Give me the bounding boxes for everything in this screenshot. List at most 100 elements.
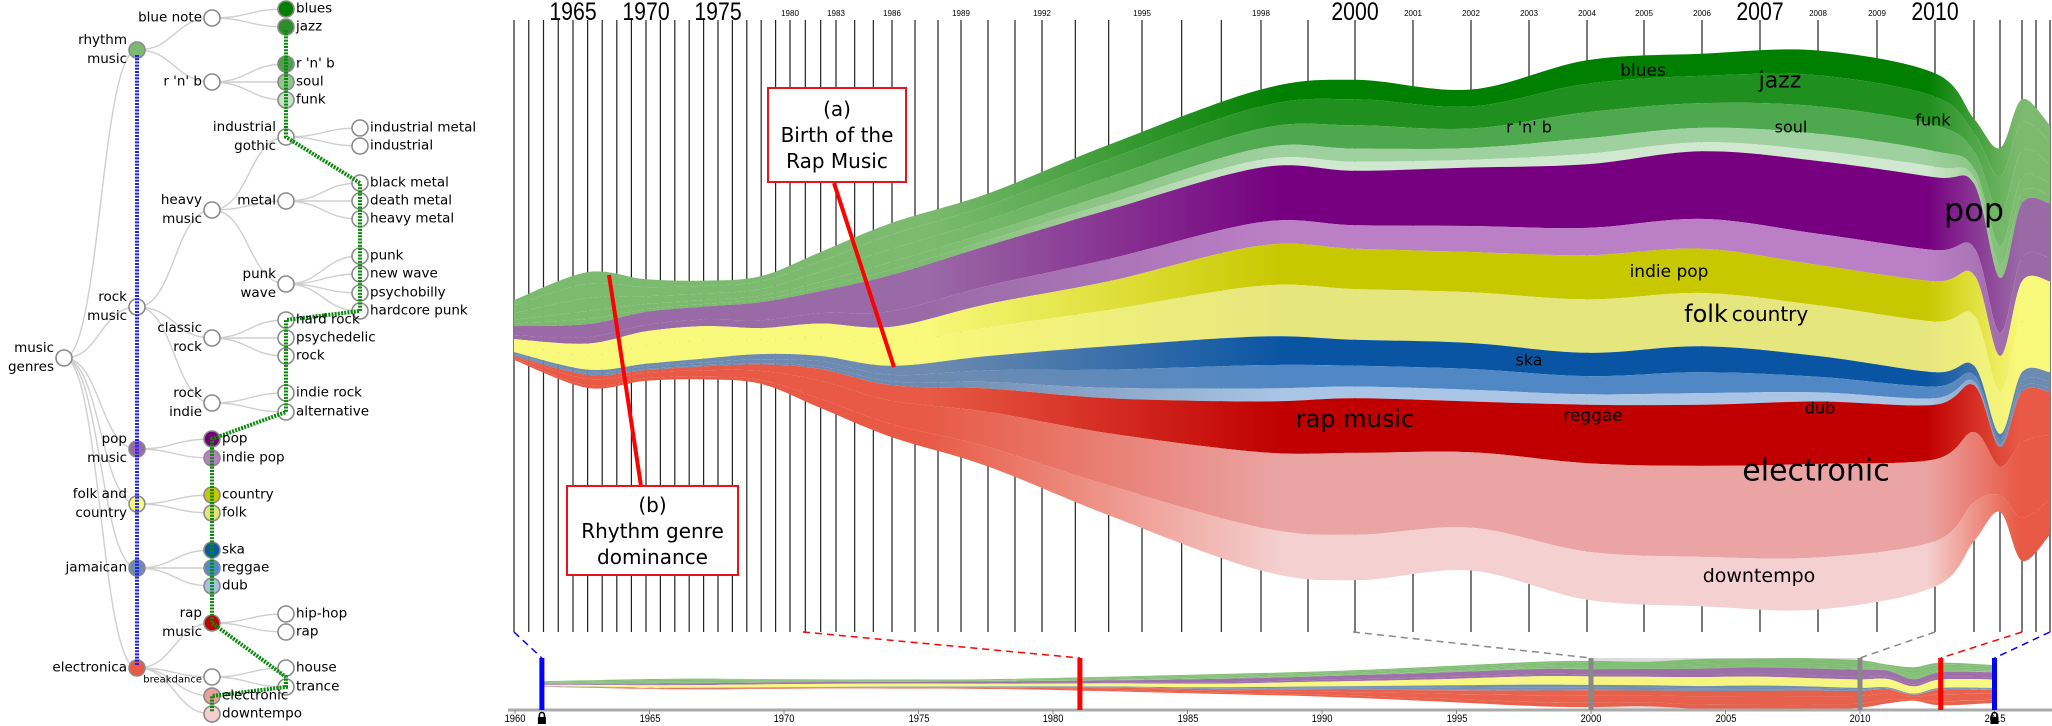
axis-label: 1985 — [1177, 713, 1198, 725]
timeline-marker-2015[interactable] — [1992, 658, 1997, 710]
tree-node-label: electronic — [222, 687, 289, 704]
stream-layer-country[interactable] — [541, 676, 1995, 690]
tree-edge — [211, 402, 287, 413]
tree-edge — [285, 283, 361, 312]
stream-label: jazz — [1758, 68, 1802, 94]
timeline-marker-1961[interactable] — [539, 658, 545, 710]
stream-layer-ska[interactable] — [541, 684, 1995, 695]
tree-node[interactable] — [277, 623, 295, 641]
lock-icon[interactable] — [537, 711, 546, 725]
stream-layer-dub[interactable] — [514, 354, 2050, 448]
tree-node[interactable] — [277, 605, 295, 623]
timeline-marker-2013[interactable] — [1938, 658, 1944, 710]
tree-edge — [63, 357, 138, 505]
tree-node[interactable] — [128, 41, 146, 59]
tree-node-label: blue note — [138, 9, 202, 26]
stream-layer-rap-music[interactable] — [541, 686, 1995, 697]
stream-label: rap music — [1295, 405, 1415, 433]
stream-layer-pop[interactable] — [514, 151, 2050, 338]
stream-layer-indie-pop[interactable] — [514, 218, 2050, 357]
year-label: 1975 — [694, 0, 742, 26]
tree-node[interactable] — [55, 349, 73, 367]
tree-node-label: industrial gothic — [212, 119, 276, 154]
tree-node-label: country — [222, 486, 274, 503]
stream-layer-r-n-b[interactable] — [514, 102, 2050, 320]
stream-layer-pop[interactable] — [541, 667, 1995, 685]
timeline-marker-2000[interactable] — [1588, 658, 1594, 710]
stream-layer-reggae[interactable] — [541, 686, 1995, 695]
tree-edge — [136, 503, 213, 514]
tree-node[interactable] — [203, 201, 221, 219]
lock-icon[interactable] — [1990, 711, 1999, 725]
tree-edge — [211, 319, 287, 339]
stream-layer-downtempo[interactable] — [514, 358, 2050, 611]
tree-node-label: ska — [222, 541, 245, 558]
stream-layer-blues[interactable] — [514, 49, 2050, 306]
annotation-text: (a) — [823, 97, 851, 121]
tree-edge — [211, 8, 287, 19]
tree-node[interactable] — [351, 119, 369, 137]
stream-layer-funk[interactable] — [514, 142, 2050, 327]
stream-layer-indie-pop[interactable] — [541, 673, 1995, 687]
tree-node[interactable] — [203, 329, 221, 347]
tree-node[interactable] — [277, 192, 295, 210]
tree-node[interactable] — [203, 9, 221, 27]
year-label: 1970 — [622, 0, 670, 26]
stream-layer-jazz[interactable] — [514, 73, 2050, 314]
stream-layer-ska[interactable] — [514, 336, 2050, 440]
tree-node[interactable] — [203, 705, 221, 723]
zoom-connector — [1859, 631, 1936, 659]
axis-label: 2015 — [1984, 713, 2005, 725]
stream-layer-electronic[interactable] — [541, 686, 1995, 706]
stream-layer-folk[interactable] — [541, 679, 1995, 694]
tree-node-label: downtempo — [222, 705, 303, 722]
stream-layer-electronic[interactable] — [514, 357, 2050, 559]
tree-node-label: hip-hop — [296, 605, 348, 622]
year-label: 2006 — [1693, 9, 1711, 18]
tree-edge — [63, 49, 138, 359]
annotation-text: (b) — [638, 492, 667, 517]
tree-edge — [211, 17, 287, 28]
stream-layer-folk[interactable] — [514, 284, 2050, 435]
stream-layer-reggae[interactable] — [514, 353, 2050, 445]
stream-layer-country[interactable] — [514, 243, 2050, 392]
tree-node[interactable] — [351, 137, 369, 155]
timeline-marker-2010[interactable] — [1857, 658, 1863, 710]
leaf-cut-line[interactable] — [210, 30, 362, 712]
stream-layer-r-n-b[interactable] — [541, 663, 1995, 683]
tree-node[interactable] — [203, 394, 221, 412]
tree-edge — [136, 448, 213, 459]
stream-layer-downtempo[interactable] — [541, 686, 1995, 710]
stream-label: reggae — [1563, 406, 1623, 426]
axis-label: 1970 — [773, 713, 795, 725]
tree-node-label: reggae — [222, 559, 270, 576]
tree-edge — [136, 494, 213, 505]
tree-edge — [285, 136, 361, 147]
year-label: 1980 — [781, 9, 799, 18]
tree-node[interactable] — [203, 668, 221, 686]
stream-layer-soul[interactable] — [514, 127, 2050, 324]
stream-label: pop — [1943, 191, 2005, 229]
year-label: 1995 — [1133, 9, 1151, 18]
tree-node-label: indie rock — [296, 384, 362, 401]
year-label: 1983 — [827, 9, 845, 18]
stream-layer-rap-music[interactable] — [514, 356, 2050, 467]
tree-node[interactable] — [277, 18, 295, 36]
tree-edge — [211, 622, 287, 633]
tree-node-label: electronica — [52, 659, 127, 676]
tree-node[interactable] — [277, 0, 295, 18]
tree-node-label: heavy music — [160, 192, 202, 227]
timeline-marker-1981[interactable] — [1077, 658, 1083, 710]
tree-node-label: death metal — [370, 192, 453, 209]
tree-edge — [63, 306, 138, 359]
tree-node[interactable] — [277, 275, 295, 293]
stream-layer-jazz[interactable] — [541, 660, 1995, 683]
stream-label: ska — [1515, 350, 1543, 370]
stream-layer-dub[interactable] — [541, 686, 1995, 695]
tree-node-label: funk — [296, 91, 326, 108]
tree-node[interactable] — [203, 73, 221, 91]
stream-layer-blues[interactable] — [541, 658, 1995, 682]
overview-timeline[interactable] — [508, 658, 2052, 724]
tree-node-label: blues — [296, 0, 333, 17]
